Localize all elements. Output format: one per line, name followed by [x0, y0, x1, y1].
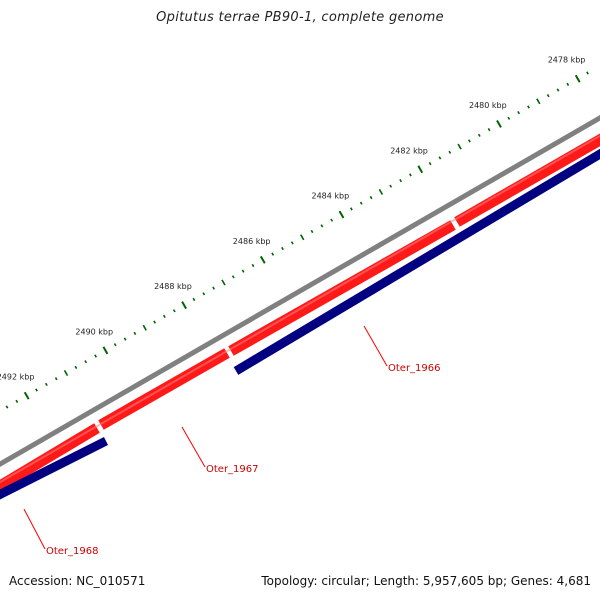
- scale-tick-minor: [271, 252, 275, 256]
- gene-leader-line: [181, 426, 206, 468]
- scale-tick-minor: [507, 116, 511, 120]
- genome-backbone: [0, 114, 600, 468]
- scale-tick-minor: [359, 201, 363, 205]
- gene-label-oter-1967[interactable]: Oter_1967: [206, 464, 259, 475]
- forward-strand-highlight: [0, 134, 600, 484]
- scale-tick-major: [574, 74, 581, 83]
- scale-tick-minor: [5, 405, 9, 409]
- scale-tick-minor: [517, 111, 520, 115]
- scale-tick-minor: [556, 88, 560, 92]
- gene-feature-forward[interactable]: [98, 348, 230, 430]
- scale-tick-minor: [251, 263, 255, 268]
- scale-tick-minor: [536, 98, 541, 105]
- topology-text: Topology: circular; Length: 5,957,605 bp…: [261, 574, 591, 588]
- scale-label-2478: 2478 kbp: [548, 56, 586, 65]
- scale-tick-minor: [94, 354, 97, 358]
- scale-tick-minor: [378, 188, 384, 195]
- scale-tick-minor: [281, 246, 284, 251]
- scale-label-2492: 2492 kbp: [0, 373, 34, 382]
- scale-tick-minor: [468, 139, 471, 143]
- scale-tick-minor: [202, 292, 206, 296]
- scale-tick-minor: [438, 156, 442, 160]
- scale-tick-minor: [212, 286, 215, 290]
- scale-tick-minor: [74, 365, 78, 370]
- scale-tick-minor: [133, 331, 137, 336]
- scale-tick-minor: [15, 399, 19, 403]
- gene-leader-line: [23, 508, 46, 550]
- scale-tick-minor: [399, 178, 402, 183]
- gene-leader-line: [363, 325, 388, 367]
- scale-tick-minor: [409, 173, 412, 177]
- scale-tick-minor: [45, 382, 48, 386]
- gene-feature-reverse[interactable]: [233, 148, 600, 375]
- scale-label-2484: 2484 kbp: [312, 192, 350, 201]
- scale-tick-minor: [221, 279, 226, 286]
- scale-tick-minor: [63, 370, 69, 376]
- gene-label-oter-1966[interactable]: Oter_1966: [388, 363, 441, 374]
- accession-text: Accession: NC_010571: [9, 574, 146, 588]
- scale-tick-minor: [84, 360, 88, 364]
- scale-tick-minor: [320, 224, 324, 228]
- scale-tick-minor: [457, 143, 462, 150]
- scale-tick-minor: [300, 234, 305, 241]
- scale-tick-minor: [163, 314, 166, 319]
- scale-tick-minor: [477, 133, 481, 137]
- scale-tick-major: [259, 255, 266, 264]
- scale-tick-minor: [172, 309, 176, 313]
- scale-tick-minor: [290, 241, 294, 245]
- scale-labels: 2478 kbp 2480 kbp 2482 kbp 2484 kbp 2486 kbp…: [0, 56, 585, 382]
- scale-tick-minor: [310, 229, 314, 234]
- scale-tick-major: [417, 165, 424, 174]
- scale-tick-minor: [487, 127, 491, 132]
- scale-tick-minor: [350, 207, 353, 211]
- scale-tick-minor: [192, 297, 196, 302]
- scale-tick-minor: [527, 105, 530, 109]
- gene-label-oter-1968[interactable]: Oter_1968: [46, 546, 99, 557]
- scale-tick-major: [102, 346, 109, 355]
- scale-tick-major: [181, 301, 187, 310]
- scale-tick-minor: [369, 195, 373, 200]
- gene-feature-forward[interactable]: [228, 220, 456, 356]
- scale-ticks: [5, 71, 589, 409]
- gene-annotations: Oter_1966 Oter_1967 Oter_1968: [23, 325, 441, 557]
- scale-tick-minor: [241, 269, 245, 273]
- scale-tick-minor: [448, 150, 452, 154]
- scale-tick-minor: [566, 82, 570, 86]
- scale-tick-minor: [54, 377, 58, 381]
- scale-label-2490: 2490 kbp: [75, 327, 113, 336]
- forward-strand: [0, 133, 600, 493]
- scale-tick-minor: [330, 218, 334, 222]
- scale-tick-minor: [586, 71, 589, 75]
- scale-tick-minor: [35, 388, 38, 392]
- scale-tick-minor: [389, 184, 393, 188]
- reverse-strand: [0, 148, 600, 500]
- scale-label-2486: 2486 kbp: [233, 237, 271, 246]
- map-title: Opitutus terrae PB90-1, complete genome: [156, 10, 444, 25]
- scale-tick-major: [496, 119, 502, 128]
- gene-feature-forward[interactable]: [454, 133, 600, 227]
- scale-tick-major: [23, 391, 30, 400]
- scale-tick-minor: [153, 320, 156, 324]
- scale-tick-major: [338, 210, 345, 219]
- scale-label-2482: 2482 kbp: [390, 146, 428, 155]
- scale-label-2488: 2488 kbp: [154, 282, 192, 291]
- scale-tick-minor: [231, 275, 235, 279]
- scale-tick-minor: [123, 337, 127, 341]
- gene-feature-reverse[interactable]: [0, 436, 109, 500]
- scale-label-2480: 2480 kbp: [469, 101, 507, 110]
- scale-tick-minor: [546, 94, 550, 98]
- gene-feature-forward[interactable]: [0, 423, 100, 493]
- scale-tick-minor: [428, 161, 432, 166]
- scale-tick-minor: [142, 324, 147, 331]
- scale-tick-minor: [113, 343, 117, 347]
